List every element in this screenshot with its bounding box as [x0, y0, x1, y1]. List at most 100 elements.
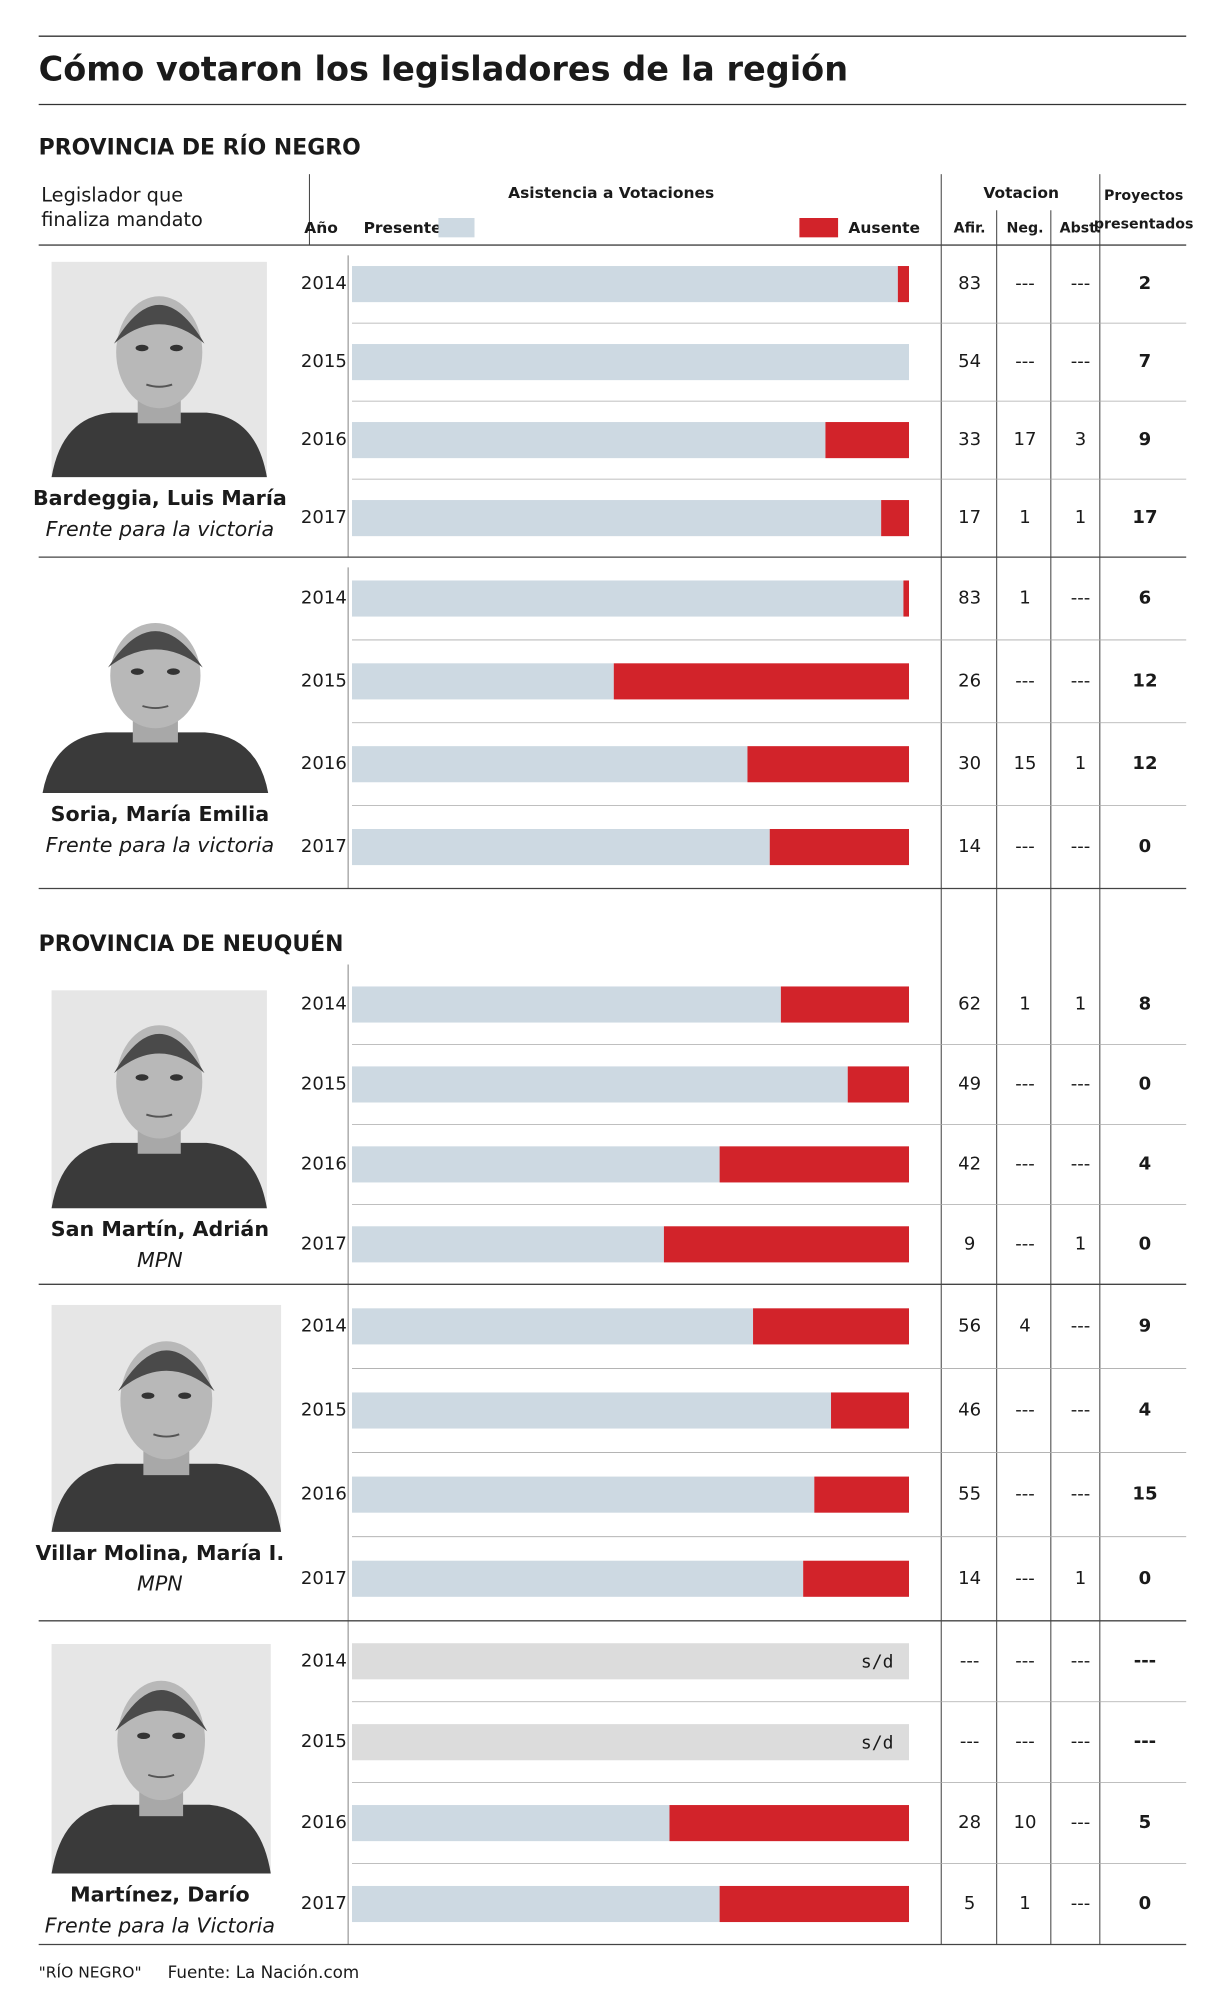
- abst-value: ---: [1071, 1731, 1091, 1752]
- neg-value: 1: [1019, 507, 1030, 528]
- abst-value: ---: [1071, 1073, 1091, 1094]
- absent-bar: [747, 746, 909, 783]
- year: 2017: [301, 1568, 347, 1589]
- year: 2016: [301, 429, 347, 450]
- afir-value: ---: [960, 1650, 980, 1671]
- photo-eye: [141, 1392, 155, 1399]
- absent-bar: [669, 1805, 909, 1842]
- photo-eye: [135, 344, 149, 352]
- portrait-photo: [51, 1304, 282, 1532]
- section-title: PROVINCIA DE NEUQUÉN: [39, 931, 344, 957]
- neg-value: ---: [1015, 1484, 1035, 1505]
- absent-bar: [780, 986, 909, 1023]
- afir-value: 28: [958, 1812, 981, 1833]
- afir-value: 9: [964, 1233, 975, 1254]
- afir-value: 17: [958, 507, 981, 528]
- afir-value: 83: [958, 588, 981, 609]
- neg-value: ---: [1015, 1153, 1035, 1174]
- photo-shoulders: [51, 1463, 282, 1532]
- year: 2014: [301, 994, 347, 1015]
- absent-bar: [831, 1392, 909, 1429]
- year: 2016: [301, 753, 347, 774]
- abst-value: 1: [1075, 1568, 1086, 1589]
- abst-value: 3: [1075, 429, 1086, 450]
- afir-value: 55: [958, 1484, 981, 1505]
- projects-value: 0: [1139, 1073, 1152, 1094]
- afir-value: 56: [958, 1315, 981, 1336]
- present-bar: [351, 1392, 832, 1429]
- afir-value: 62: [958, 994, 981, 1015]
- present-bar: [351, 828, 770, 866]
- afir-value: 83: [958, 273, 981, 294]
- year: 2014: [301, 273, 347, 294]
- abst-value: ---: [1071, 1400, 1091, 1421]
- projects-value: 0: [1139, 836, 1152, 857]
- absent-bar: [825, 422, 909, 459]
- abst-value: ---: [1071, 670, 1091, 691]
- absent-bar: [814, 1476, 909, 1513]
- projects-value: 0: [1139, 1233, 1152, 1254]
- neg-header: Neg.: [1007, 220, 1044, 236]
- absent-bar: [769, 828, 909, 866]
- year-header: Año: [304, 219, 338, 237]
- photo-mouth: [142, 705, 169, 710]
- afir-value: 26: [958, 670, 981, 691]
- portrait-photo: [51, 1644, 271, 1874]
- neg-value: 1: [1019, 588, 1030, 609]
- abst-value: 1: [1075, 1233, 1086, 1254]
- afir-value: ---: [960, 1731, 980, 1752]
- legislator-party: Frente para la victoria: [46, 517, 274, 541]
- projects-value: 7: [1139, 351, 1152, 372]
- present-swatch: [438, 218, 475, 238]
- footer-source: Fuente: La Nación.com: [168, 1962, 360, 1982]
- abst-value: 1: [1075, 994, 1086, 1015]
- year: 2017: [301, 836, 347, 857]
- present-legend: Presente: [364, 219, 442, 237]
- neg-value: 15: [1014, 753, 1037, 774]
- photo-hair: [107, 631, 203, 668]
- abst-value: ---: [1071, 1812, 1091, 1833]
- absent-legend: Ausente: [848, 219, 920, 237]
- no-data-bar: [351, 1643, 910, 1680]
- projects-value: 15: [1132, 1484, 1157, 1505]
- year: 2014: [301, 588, 347, 609]
- neg-value: 17: [1014, 429, 1037, 450]
- absent-bar: [753, 1308, 909, 1345]
- projects-value: 0: [1139, 1893, 1152, 1914]
- year: 2015: [301, 1731, 347, 1752]
- abst-value: 1: [1075, 507, 1086, 528]
- neg-value: ---: [1015, 670, 1035, 691]
- photo-shoulders: [42, 732, 269, 794]
- photo-mouth: [146, 1113, 173, 1118]
- projects-value: 12: [1132, 670, 1157, 691]
- photo-hair: [114, 1033, 205, 1074]
- photo-eye: [170, 344, 183, 352]
- abst-value: ---: [1071, 351, 1091, 372]
- photo-eye: [172, 1732, 186, 1740]
- present-bar: [351, 1805, 670, 1842]
- legislator-name: Bardeggia, Luis María: [33, 486, 287, 510]
- legislator-party: Frente para la Victoria: [45, 1913, 275, 1937]
- absent-bar: [719, 1146, 909, 1183]
- year: 2014: [301, 1315, 347, 1336]
- present-bar: [351, 1066, 848, 1103]
- neg-value: ---: [1015, 1731, 1035, 1752]
- photo-eye: [166, 668, 180, 675]
- afir-value: 42: [958, 1153, 981, 1174]
- present-bar: [351, 746, 748, 783]
- photo-shoulders: [51, 1804, 271, 1874]
- afir-value: 54: [958, 351, 981, 372]
- neg-value: 10: [1014, 1812, 1037, 1833]
- no-data-label: s/d: [861, 1732, 894, 1753]
- photo-mouth: [153, 1433, 180, 1438]
- present-bar: [351, 266, 898, 303]
- neg-value: 1: [1019, 1893, 1030, 1914]
- projects-value: 5: [1139, 1812, 1152, 1833]
- present-bar: [351, 1885, 720, 1923]
- afir-value: 30: [958, 753, 981, 774]
- projects-value: 4: [1139, 1153, 1152, 1174]
- absent-bar: [663, 1226, 909, 1263]
- afir-value: 14: [958, 836, 981, 857]
- year: 2016: [301, 1484, 347, 1505]
- absent-bar: [803, 1560, 909, 1597]
